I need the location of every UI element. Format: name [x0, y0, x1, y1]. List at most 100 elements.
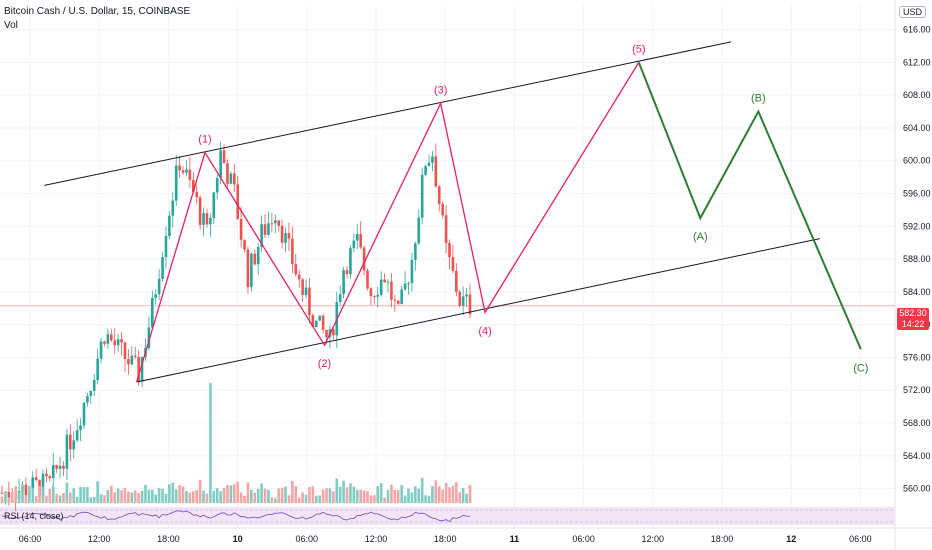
volume-bar — [151, 489, 154, 503]
candle-body — [48, 476, 52, 479]
volume-bar — [110, 485, 113, 503]
volume-bar — [137, 493, 140, 503]
volume-bar — [198, 479, 202, 503]
volume-bar — [4, 491, 7, 503]
candle-body — [294, 264, 298, 275]
candle-body — [222, 150, 226, 164]
candle-body — [140, 357, 144, 382]
volume-bar — [21, 484, 24, 503]
candle-body — [273, 220, 277, 224]
volume-bar — [0, 496, 4, 503]
y-tick-label: 616.00 — [903, 25, 931, 35]
candle-body — [390, 281, 393, 300]
candle-body — [130, 355, 134, 365]
volume-bar — [284, 486, 287, 503]
candle-body — [41, 473, 45, 498]
volume-bar — [178, 485, 181, 503]
last-price-value: 582.30 — [899, 308, 927, 318]
currency-button[interactable]: USD — [898, 6, 926, 18]
candle-body — [451, 257, 455, 271]
volume-bar — [321, 489, 325, 503]
candle-body — [420, 174, 424, 218]
volume-bar — [325, 488, 328, 503]
volume-bar — [164, 493, 168, 503]
wave-green-label: (B) — [751, 93, 766, 105]
volume-bar — [99, 494, 103, 503]
volume-bar — [314, 495, 318, 503]
volume-bar — [202, 490, 205, 503]
y-tick-label: 596.00 — [903, 189, 931, 199]
volume-bar — [205, 493, 209, 503]
candle-body — [444, 215, 448, 243]
channel-line-upper — [44, 41, 732, 186]
y-tick-label: 560.00 — [903, 484, 931, 494]
volume-bar — [144, 484, 147, 503]
candle-body — [198, 197, 202, 225]
candle-body — [202, 213, 205, 225]
rsi-band — [0, 507, 895, 525]
x-tick-label: 18:00 — [711, 534, 734, 544]
volume-bar — [417, 488, 421, 503]
volume-bar — [328, 488, 332, 503]
candle-body — [151, 297, 154, 328]
candle-body — [239, 219, 243, 240]
candle-body — [55, 465, 58, 469]
candle-body — [154, 294, 158, 298]
volume-bar — [215, 488, 219, 503]
candle-body — [263, 224, 267, 235]
volume-bar — [352, 486, 356, 503]
candle-body — [96, 358, 99, 381]
wave-red-label: (1) — [198, 134, 211, 146]
candle-body — [448, 242, 451, 258]
candle-body — [58, 465, 62, 469]
candle-body — [232, 173, 236, 185]
x-tick-label: 12:00 — [642, 534, 665, 544]
candle-body — [147, 327, 151, 349]
candle-body — [441, 203, 444, 216]
volume-bar — [106, 489, 110, 503]
volume-bar — [250, 489, 253, 503]
volume-bar — [222, 487, 226, 503]
candle-body — [465, 294, 468, 297]
y-tick-label: 588.00 — [903, 254, 931, 264]
x-tick-label: 06:00 — [572, 534, 595, 544]
candle-body — [297, 274, 301, 280]
candle-body — [219, 150, 222, 179]
volume-bar — [383, 497, 386, 503]
volume-bar — [31, 487, 35, 503]
volume-bar — [174, 489, 178, 503]
candle-body — [355, 233, 359, 241]
volume-bar — [410, 492, 414, 503]
candle-body — [31, 477, 35, 492]
wave-red-label: (5) — [632, 43, 645, 55]
volume-bar — [191, 491, 195, 503]
volume-bar — [147, 489, 151, 503]
x-tick-label: 12 — [786, 534, 796, 544]
volume-bar — [267, 489, 270, 503]
volume-bar — [437, 486, 441, 503]
last-price-tag: 582.30 14:22 — [897, 308, 929, 330]
volume-bar — [260, 483, 263, 503]
candle-body — [137, 356, 140, 382]
candle-body — [280, 225, 284, 243]
volume-bar — [287, 495, 291, 503]
volume-bar — [345, 487, 349, 503]
volume-bar — [318, 495, 321, 503]
y-tick-label: 604.00 — [903, 123, 931, 133]
channel-line-lower — [136, 238, 820, 383]
candle-body — [82, 402, 86, 426]
volume-bar — [69, 492, 72, 503]
volume-bar — [376, 486, 380, 503]
volume-bar — [161, 488, 164, 503]
candle-body — [86, 396, 89, 403]
candle-body — [414, 243, 417, 260]
volume-bar — [441, 489, 444, 503]
y-tick-label: 608.00 — [903, 90, 931, 100]
candle-body — [267, 223, 270, 235]
volume-bar — [444, 482, 448, 503]
candle-body — [209, 217, 212, 225]
x-tick-label: 18:00 — [157, 534, 180, 544]
volume-bar — [157, 488, 161, 503]
volume-bar — [403, 495, 407, 503]
